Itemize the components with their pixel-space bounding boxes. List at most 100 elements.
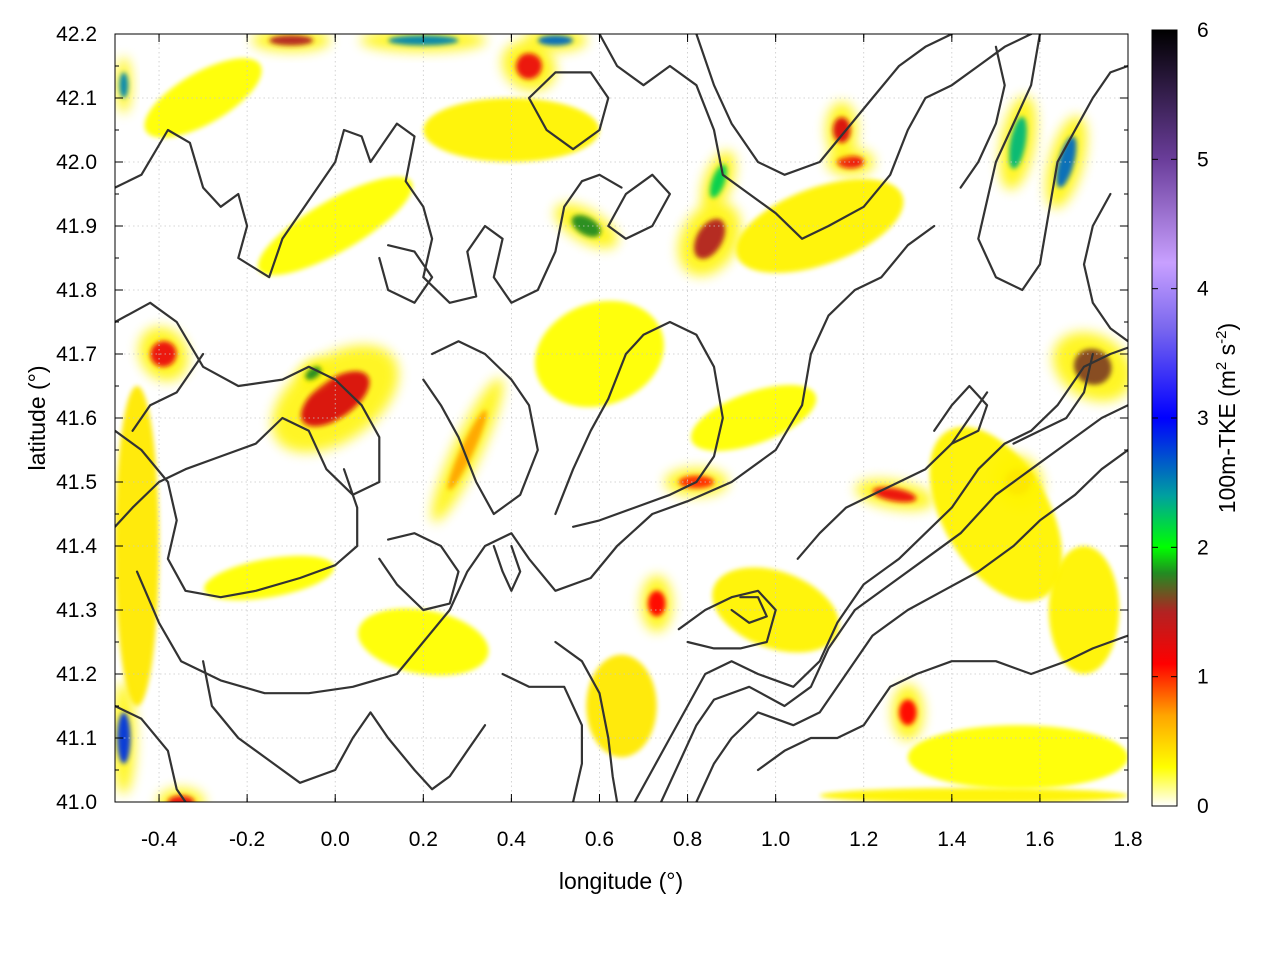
contour-line-8 bbox=[554, 640, 619, 802]
tke-hotspot-26 bbox=[115, 386, 160, 706]
colorbar-ticks: 0 1 2 3 4 5 6 bbox=[1152, 19, 1209, 818]
tke-hotspot-21 bbox=[537, 35, 574, 46]
colorbar-title-sup1: 2 bbox=[1213, 362, 1230, 370]
contour-line-10 bbox=[659, 404, 1128, 802]
tke-hotspot-17 bbox=[117, 712, 131, 764]
contour-line-20 bbox=[378, 244, 434, 304]
tke-hotspot-11 bbox=[872, 487, 917, 503]
tke-hotspot-15 bbox=[898, 699, 917, 726]
contour-line-22 bbox=[422, 340, 539, 516]
colorbar-title-mid: s bbox=[1214, 344, 1240, 362]
contour-line-17 bbox=[1082, 192, 1128, 343]
tke-hotspot-23 bbox=[167, 795, 195, 802]
x-axis: -0.4 -0.2 0.0 0.2 0.4 0.6 0.8 1.0 1.2 1.4 1.6 1.8 bbox=[141, 34, 1143, 851]
terrain-contours bbox=[115, 34, 1128, 802]
tke-hotspot-33 bbox=[586, 654, 657, 758]
x-tick-label: 0.2 bbox=[409, 828, 438, 851]
y-axis-title: latitude (°) bbox=[24, 365, 50, 470]
contour-line-2 bbox=[115, 429, 359, 599]
x-tick-label: -0.4 bbox=[141, 828, 178, 851]
x-tick-label: 0.8 bbox=[673, 828, 702, 851]
y-tick-label: 41.2 bbox=[56, 663, 97, 686]
y-tick-label: 41.0 bbox=[56, 791, 97, 814]
y-tick-label: 41.1 bbox=[56, 727, 97, 750]
contour-line-3 bbox=[135, 224, 936, 695]
contour-line-1 bbox=[115, 301, 381, 528]
x-tick-label: 1.6 bbox=[1025, 828, 1054, 851]
tke-hotspot-2 bbox=[150, 341, 177, 367]
colorbar-title-end: ) bbox=[1214, 323, 1240, 331]
tke-hotspot-10 bbox=[832, 117, 851, 143]
tke-hotspot-20 bbox=[269, 35, 314, 46]
tke-hotspot-16 bbox=[647, 590, 666, 617]
contour-line-28 bbox=[492, 544, 522, 592]
tke-hotspot-14 bbox=[447, 409, 487, 491]
tke-hotspot-5 bbox=[571, 214, 601, 238]
contour-line-12 bbox=[756, 634, 1128, 772]
tke-hotspot-9 bbox=[837, 155, 864, 169]
contour-line-24 bbox=[677, 589, 777, 650]
colorbar-tick-label: 6 bbox=[1197, 19, 1209, 42]
x-tick-label: 1.2 bbox=[849, 828, 878, 851]
tke-hotspot-24 bbox=[819, 787, 1128, 802]
contour-line-23 bbox=[796, 391, 989, 560]
tke-hotspot-13 bbox=[516, 52, 542, 80]
contour-line-5 bbox=[202, 660, 487, 791]
contour-line-26 bbox=[1012, 352, 1094, 445]
contour-line-9 bbox=[633, 346, 1128, 802]
x-tick-label: 0.6 bbox=[585, 828, 614, 851]
contour-line-21 bbox=[554, 320, 724, 528]
x-tick-label: 0.0 bbox=[321, 828, 350, 851]
y-tick-label: 41.8 bbox=[56, 279, 97, 302]
x-axis-title: longitude (°) bbox=[559, 868, 683, 894]
contour-line-14 bbox=[695, 34, 953, 176]
contour-line-19 bbox=[527, 71, 610, 151]
colorbar-title-sup2: -2 bbox=[1213, 330, 1230, 343]
tke-hotspot-35 bbox=[144, 58, 262, 138]
y-tick-label: 41.6 bbox=[56, 407, 97, 430]
x-tick-label: -0.2 bbox=[229, 828, 265, 851]
colorbar-title: 100m-TKE (m2 s-2) bbox=[1213, 323, 1240, 513]
contour-line-15 bbox=[977, 34, 1128, 292]
colorbar-tick-label: 0 bbox=[1197, 795, 1209, 818]
tke-hotspot-37 bbox=[690, 384, 817, 452]
y-tick-label: 41.5 bbox=[56, 471, 97, 494]
x-tick-label: 1.4 bbox=[937, 828, 967, 851]
tke-hotspot-7 bbox=[1056, 136, 1077, 188]
y-tick-label: 41.7 bbox=[56, 343, 97, 366]
contour-line-4 bbox=[131, 352, 205, 432]
colorbar-tick-label: 4 bbox=[1197, 278, 1209, 301]
contour-line-29 bbox=[378, 532, 460, 612]
colorbar-tick-label: 1 bbox=[1197, 666, 1209, 689]
contour-line-0 bbox=[115, 122, 623, 304]
y-tick-label: 42.2 bbox=[56, 23, 97, 46]
tke-hotspot-18 bbox=[119, 72, 129, 98]
contour-line-25 bbox=[730, 596, 768, 624]
colorbar-title-main: 100m-TKE (m bbox=[1214, 370, 1240, 513]
y-tick-label: 42.1 bbox=[56, 87, 97, 110]
tke-hotspot-25 bbox=[907, 725, 1128, 790]
y-tick-label: 41.9 bbox=[56, 215, 97, 238]
contour-line-27 bbox=[933, 384, 989, 445]
colorbar-tick-label: 2 bbox=[1197, 536, 1209, 559]
contour-line-18 bbox=[607, 173, 672, 240]
contour-line-6 bbox=[115, 704, 187, 802]
tke-hotspot-30 bbox=[735, 178, 904, 274]
colorbar-tick-label: 5 bbox=[1197, 148, 1209, 171]
y-tick-label: 41.4 bbox=[56, 535, 97, 558]
y-tick-label: 42.0 bbox=[56, 151, 97, 174]
x-tick-label: 0.4 bbox=[497, 828, 527, 851]
contour-line-11 bbox=[695, 448, 1128, 802]
x-tick-label: 1.0 bbox=[761, 828, 790, 851]
contour-line-7 bbox=[501, 672, 584, 802]
y-tick-label: 41.3 bbox=[56, 599, 97, 622]
tke-hotspot-3 bbox=[693, 218, 726, 259]
tke-hotspot-6 bbox=[1009, 116, 1027, 169]
y-axis: 41.0 41.1 41.2 41.3 41.4 41.5 41.6 41.7 41.8 41.9… bbox=[56, 23, 1128, 814]
tke-hotspot-28 bbox=[257, 176, 413, 276]
contour-line-13 bbox=[598, 34, 1033, 240]
colorbar-tick-label: 3 bbox=[1197, 407, 1209, 430]
grid-lines bbox=[115, 34, 1128, 802]
colorbar: 0 1 2 3 4 5 6 100m-TKE (m2 s-2) bbox=[1151, 19, 1240, 818]
